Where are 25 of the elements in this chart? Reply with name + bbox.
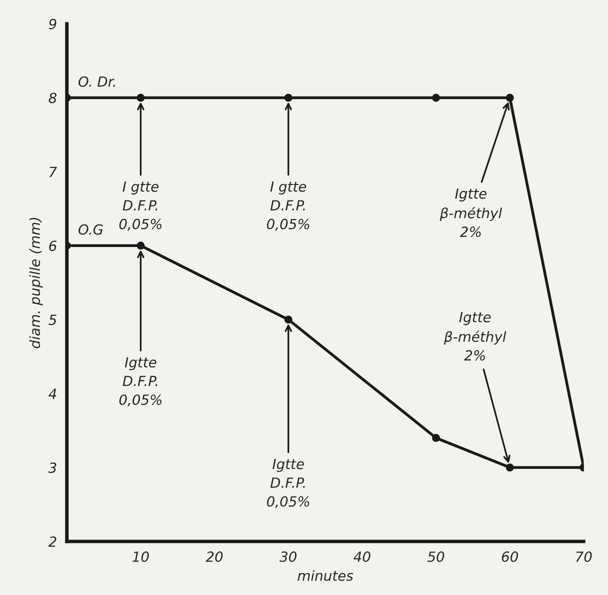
annotation: Igtte D.F.P. 0,05% <box>266 458 310 508</box>
y-tick-label: 6 <box>49 240 57 252</box>
x-tick-label: 50 <box>427 551 444 562</box>
y-tick-label: 3 <box>48 462 56 473</box>
annotation: Igtte β-méthyl 2% <box>440 188 502 238</box>
x-tick-label: 20 <box>206 551 223 562</box>
y-tick-label: 5 <box>48 314 56 326</box>
x-tick-label: 40 <box>354 551 370 562</box>
x-tick-label: 10 <box>132 551 149 562</box>
y-tick-label: 2 <box>48 536 56 547</box>
y-tick-label: 9 <box>48 18 56 30</box>
y-axis-title: diam. pupille (mm) <box>29 218 43 348</box>
y-tick-label: 8 <box>48 92 57 104</box>
annotation: I gtte D.F.P. 0,05% <box>119 182 162 231</box>
x-tick-label: 70 <box>576 551 592 562</box>
series-label: O.G <box>78 224 103 235</box>
x-tick-label: 60 <box>502 551 518 562</box>
series-label: O. Dr. <box>78 76 115 87</box>
annotation: Igtte β-méthyl 2% <box>444 312 506 361</box>
annotation: Igtte D.F.P. 0,05% <box>119 357 162 406</box>
y-tick-label: 7 <box>50 166 58 177</box>
x-tick-label: 30 <box>280 551 297 562</box>
x-axis-title: minutes <box>298 570 354 581</box>
y-tick-label: 4 <box>48 388 56 399</box>
annotation: I gtte D.F.P. 0,05% <box>266 182 310 231</box>
